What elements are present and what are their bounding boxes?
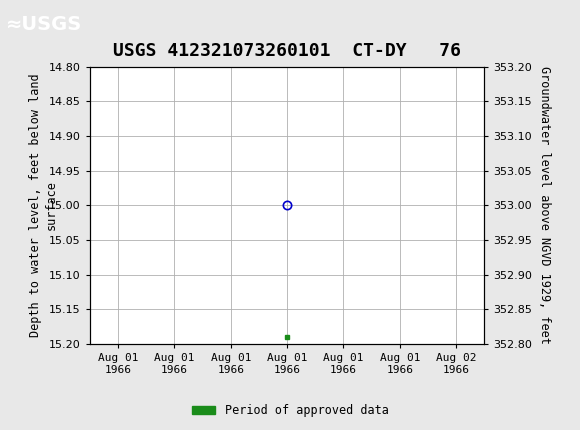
- Legend: Period of approved data: Period of approved data: [187, 399, 393, 422]
- Y-axis label: Depth to water level, feet below land
surface: Depth to water level, feet below land su…: [30, 74, 57, 337]
- Title: USGS 412321073260101  CT-DY   76: USGS 412321073260101 CT-DY 76: [113, 42, 461, 59]
- Text: ≈USGS: ≈USGS: [6, 15, 82, 34]
- Y-axis label: Groundwater level above NGVD 1929, feet: Groundwater level above NGVD 1929, feet: [538, 66, 551, 344]
